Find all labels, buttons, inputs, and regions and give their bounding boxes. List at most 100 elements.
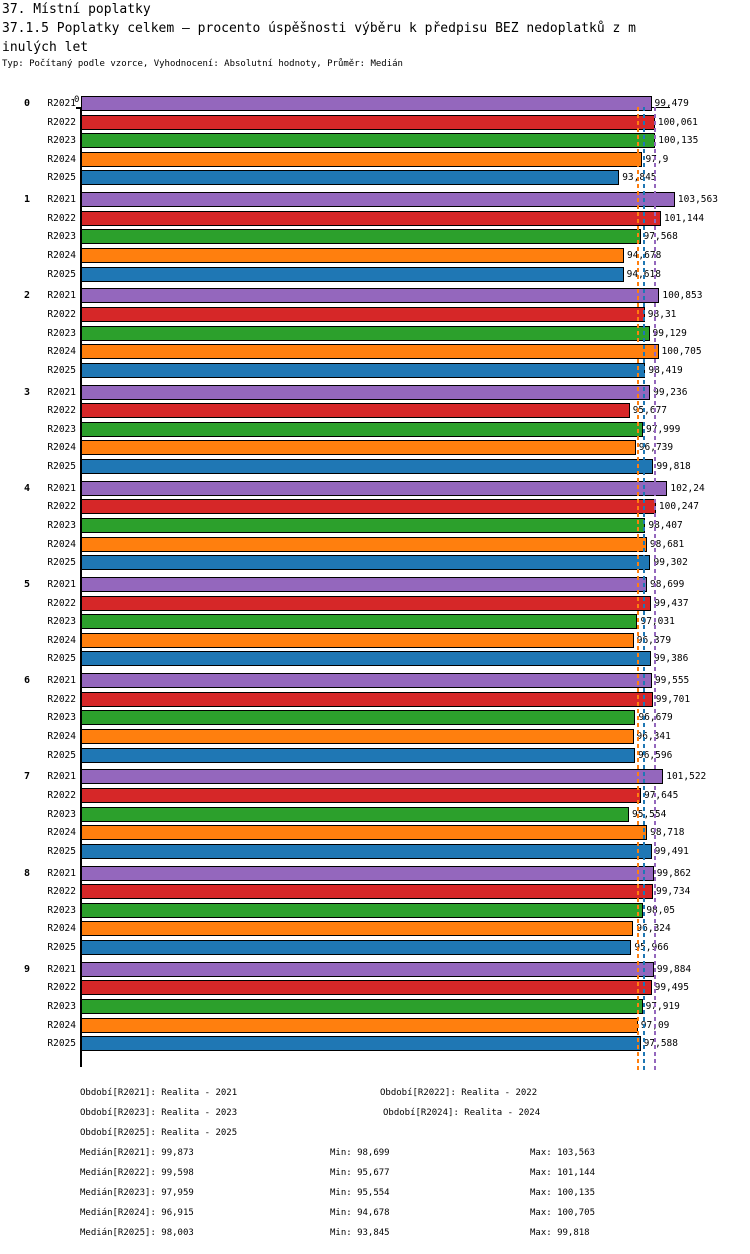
bar-row[interactable]: R2024 97,9	[0, 151, 750, 169]
bar-r2022[interactable]	[81, 403, 630, 419]
bar-r2025[interactable]	[81, 555, 651, 571]
bar-r2022[interactable]	[81, 499, 656, 515]
bar-row[interactable]: R2024 96,341	[0, 728, 750, 746]
bar-r2023[interactable]	[81, 421, 644, 437]
bar-r2025[interactable]	[81, 747, 635, 763]
bar-row[interactable]: R2021 98,699	[0, 576, 750, 594]
bar-row[interactable]: R2025 95,966	[0, 939, 750, 957]
bar-r2023[interactable]	[81, 229, 641, 245]
bar-row[interactable]: R2024 98,681	[0, 536, 750, 554]
bar-r2025[interactable]	[81, 843, 652, 859]
bar-row[interactable]: R2021 101,522	[0, 768, 750, 786]
bar-row[interactable]: R2024 96,739	[0, 439, 750, 457]
bar-row[interactable]: R2025 98,419	[0, 362, 750, 380]
bar-r2023[interactable]	[81, 998, 643, 1014]
bar-r2021[interactable]	[81, 673, 652, 689]
bar-value-label: 99,495	[654, 982, 689, 994]
bar-r2023[interactable]	[81, 133, 656, 149]
median-line-r2025	[643, 107, 646, 1070]
bar-row[interactable]: R2022 99,734	[0, 883, 750, 901]
bar-r2021[interactable]	[81, 577, 648, 592]
bar-row[interactable]: R2021 100,853	[0, 287, 750, 305]
bar-row[interactable]: R2024 96,324	[0, 920, 750, 938]
bar-r2024[interactable]	[81, 825, 648, 841]
bar-row[interactable]: R2022 100,247	[0, 498, 750, 516]
bar-r2023[interactable]	[81, 710, 636, 726]
bar-row[interactable]: R2023 99,129	[0, 325, 750, 343]
bar-value-label: 97,031	[640, 616, 675, 628]
bar-r2025[interactable]	[81, 266, 624, 282]
bar-r2024[interactable]	[81, 921, 634, 937]
bar-row[interactable]: R2025 93,845	[0, 169, 750, 187]
bar-r2024[interactable]	[81, 151, 643, 167]
bar-r2022[interactable]	[81, 884, 653, 900]
bar-r2022[interactable]	[81, 210, 662, 226]
bar-r2021[interactable]	[81, 384, 651, 400]
bar-r2023[interactable]	[81, 614, 638, 630]
bar-row[interactable]: R2023 97,568	[0, 228, 750, 246]
bar-r2022[interactable]	[81, 306, 645, 322]
bar-r2025[interactable]	[81, 458, 654, 474]
bar-r2024[interactable]	[81, 344, 659, 360]
bar-r2025[interactable]	[81, 362, 646, 378]
bar-group-index-label: 8	[23, 867, 30, 879]
bar-row[interactable]: R2021 99,555	[0, 672, 750, 690]
bar-row[interactable]: R2023 98,407	[0, 517, 750, 535]
bar-r2024[interactable]	[81, 440, 636, 456]
bar-row[interactable]: R2025 99,818	[0, 458, 750, 476]
bar-row[interactable]: R2022 100,061	[0, 114, 750, 132]
bar-r2021[interactable]	[81, 769, 664, 785]
bar-group-index-label: 7	[23, 771, 30, 783]
bar-r2021[interactable]	[81, 961, 654, 977]
bar-row[interactable]: R2023 98,05	[0, 902, 750, 920]
bar-r2024[interactable]	[81, 247, 624, 263]
bar-r2022[interactable]	[81, 114, 655, 130]
bar-row[interactable]: R2021 99,479	[0, 95, 750, 113]
bar-r2021[interactable]	[81, 480, 668, 496]
bar-r2022[interactable]	[81, 691, 653, 707]
bar-row[interactable]: R2022 101,144	[0, 210, 750, 228]
bar-row[interactable]: R2025 99,302	[0, 554, 750, 572]
bar-r2024[interactable]	[81, 536, 647, 552]
bar-r2021[interactable]	[81, 96, 652, 111]
bar-row[interactable]: R2025 97,588	[0, 1035, 750, 1053]
bar-row[interactable]: R2022 99,495	[0, 979, 750, 997]
bar-r2022[interactable]	[81, 787, 641, 803]
bar-r2023[interactable]	[81, 902, 644, 918]
bar-r2022[interactable]	[81, 595, 652, 611]
bar-r2022[interactable]	[81, 980, 652, 996]
bar-r2021[interactable]	[81, 288, 660, 304]
bar-r2023[interactable]	[81, 806, 629, 822]
bar-row[interactable]: R2022 97,645	[0, 787, 750, 805]
bar-row[interactable]: R2023 95,554	[0, 806, 750, 824]
bar-row[interactable]: R2024 100,705	[0, 343, 750, 361]
bar-r2025[interactable]	[81, 651, 651, 667]
bar-row[interactable]: R2022 99,437	[0, 595, 750, 613]
bar-r2025[interactable]	[81, 1036, 641, 1052]
bar-row[interactable]: R2022 95,677	[0, 402, 750, 420]
bar-row[interactable]: R2021 103,563	[0, 191, 750, 209]
bar-row[interactable]: R2025 99,491	[0, 843, 750, 861]
bar-row[interactable]: R2024 98,718	[0, 824, 750, 842]
bar-row[interactable]: R2023 97,031	[0, 613, 750, 631]
bar-r2023[interactable]	[81, 517, 646, 533]
bar-row[interactable]: R2025 99,386	[0, 650, 750, 668]
bar-row[interactable]: R2021 99,236	[0, 384, 750, 402]
bar-r2023[interactable]	[81, 325, 650, 341]
bar-r2024[interactable]	[81, 1017, 638, 1033]
bar-r2021[interactable]	[81, 192, 675, 208]
bar-value-label: 99,818	[656, 460, 691, 472]
bar-row[interactable]: R2022 98,31	[0, 306, 750, 324]
bar-row[interactable]: R2023 100,135	[0, 132, 750, 150]
bar-r2024[interactable]	[81, 728, 634, 744]
bar-row[interactable]: R2022 99,701	[0, 691, 750, 709]
bar-row[interactable]: R2023 97,919	[0, 998, 750, 1016]
bar-r2025[interactable]	[81, 170, 620, 186]
bar-r2021[interactable]	[81, 865, 654, 881]
bar-r2024[interactable]	[81, 632, 634, 648]
bar-r2025[interactable]	[81, 939, 632, 955]
bar-row[interactable]: R2021 102,24	[0, 480, 750, 498]
bar-row[interactable]: R2021 99,884	[0, 961, 750, 979]
bar-row[interactable]: R2023 97,999	[0, 421, 750, 439]
bar-row[interactable]: R2021 99,862	[0, 865, 750, 883]
